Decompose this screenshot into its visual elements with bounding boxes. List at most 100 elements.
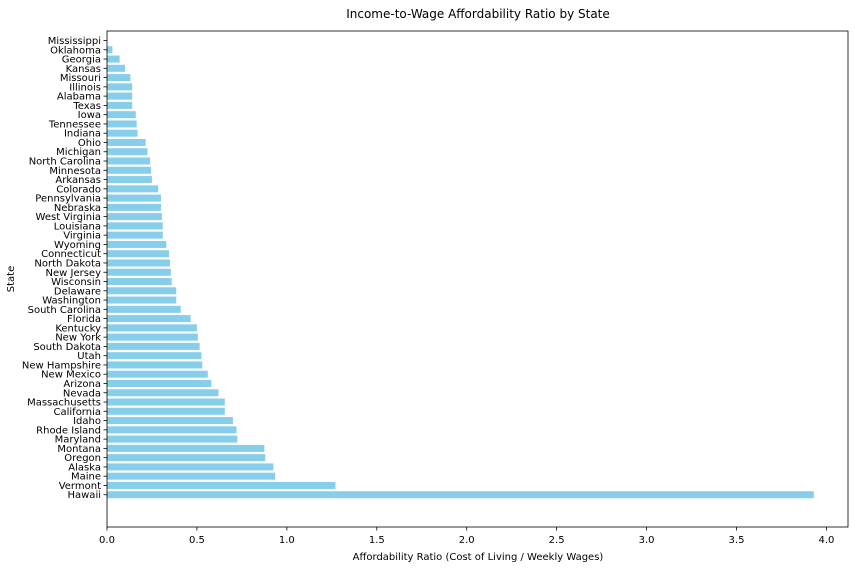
category-label: New Mexico: [41, 370, 101, 381]
bar-maryland: [107, 435, 238, 443]
bar-oklahoma: [107, 46, 113, 54]
bar-wyoming: [107, 240, 167, 248]
bar-south-dakota: [107, 342, 200, 350]
bar-kentucky: [107, 324, 197, 332]
bar-arizona: [107, 379, 212, 387]
bar-west-virginia: [107, 213, 162, 221]
category-label: Wyoming: [54, 240, 101, 251]
bar-texas: [107, 101, 133, 109]
x-tick-group: 0.0 0.5 1.0 1.5 2.0 2.5 3.0 3.5 4.0: [99, 527, 834, 546]
bar-missouri: [107, 74, 131, 82]
category-label: Washington: [42, 296, 101, 307]
category-label: New Hampshire: [22, 360, 101, 371]
plot-frame: [106, 30, 849, 528]
category-label: Missouri: [60, 73, 101, 84]
bar-california: [107, 407, 225, 415]
bar-new-hampshire: [107, 361, 203, 369]
bar-georgia: [107, 55, 120, 63]
category-label: Nebraska: [54, 203, 101, 214]
category-label: New Jersey: [46, 268, 102, 279]
category-label: Indiana: [64, 129, 101, 140]
bar-montana: [107, 444, 265, 452]
bar-indiana: [107, 129, 138, 137]
category-label: Massachusetts: [27, 398, 101, 409]
bar-group: [107, 46, 814, 499]
bar-north-carolina: [107, 157, 151, 165]
category-label: Maryland: [55, 435, 101, 446]
category-label: North Carolina: [29, 157, 101, 168]
category-label: Texas: [72, 101, 101, 112]
bar-pennsylvania: [107, 194, 161, 202]
category-label: Mississippi: [48, 36, 101, 47]
bar-tennessee: [107, 120, 137, 128]
x-tick-label: 4.0: [818, 535, 834, 546]
category-label: Vermont: [59, 481, 101, 492]
bar-vermont: [107, 481, 336, 489]
category-label: California: [54, 407, 102, 418]
bar-connecticut: [107, 250, 170, 258]
category-label: North Dakota: [34, 258, 101, 269]
category-label: Pennsylvania: [35, 194, 101, 205]
bar-new-jersey: [107, 268, 171, 276]
category-label: Oregon: [64, 453, 101, 464]
category-label: Kansas: [66, 64, 101, 75]
bar-arkansas: [107, 176, 152, 184]
category-label: Louisiana: [54, 221, 101, 232]
category-label: Connecticut: [41, 249, 101, 260]
category-label: Florida: [67, 314, 101, 325]
bar-ohio: [107, 138, 146, 146]
category-label: Colorado: [56, 184, 101, 195]
bar-louisiana: [107, 222, 163, 230]
bar-nebraska: [107, 203, 161, 211]
category-label-group: MississippiOklahomaGeorgiaKansasMissouri…: [22, 36, 107, 501]
bar-new-mexico: [107, 370, 208, 378]
category-label: Georgia: [62, 55, 101, 66]
x-tick-label: 1.0: [279, 535, 295, 546]
bar-alabama: [107, 92, 133, 100]
x-tick-label: 2.0: [459, 535, 475, 546]
category-label: Oklahoma: [50, 45, 101, 56]
category-label: Wisconsin: [51, 277, 101, 288]
category-label: Delaware: [54, 286, 101, 297]
category-label: Hawaii: [67, 490, 101, 501]
category-label: Tennessee: [48, 119, 101, 130]
category-label: Alabama: [57, 92, 101, 103]
x-tick-label: 0.5: [189, 535, 205, 546]
bar-iowa: [107, 111, 136, 119]
category-label: Nevada: [63, 388, 101, 399]
category-label: Maine: [71, 472, 101, 483]
category-label: Kentucky: [55, 323, 101, 334]
bar-north-dakota: [107, 259, 170, 267]
category-label: West Virginia: [36, 212, 101, 223]
bar-utah: [107, 352, 202, 360]
bar-massachusetts: [107, 398, 225, 406]
bar-oregon: [107, 454, 266, 462]
bar-minnesota: [107, 166, 152, 174]
bar-florida: [107, 315, 191, 323]
bar-hawaii: [107, 491, 814, 499]
category-label: Virginia: [63, 231, 101, 242]
category-label: Ohio: [78, 138, 101, 149]
category-label: South Dakota: [33, 342, 101, 353]
bar-colorado: [107, 185, 159, 193]
bar-new-york: [107, 333, 198, 341]
x-tick-label: 1.5: [369, 535, 385, 546]
chart-title: Income-to-Wage Affordability Ratio by St…: [346, 7, 610, 21]
bar-virginia: [107, 231, 163, 239]
category-label: Arkansas: [55, 175, 101, 186]
bar-delaware: [107, 287, 177, 295]
x-tick-label: 3.5: [729, 535, 745, 546]
x-tick-label: 2.5: [549, 535, 565, 546]
category-label: Rhode Island: [36, 425, 101, 436]
bar-rhode-island: [107, 426, 237, 434]
bar-maine: [107, 472, 276, 480]
bar-illinois: [107, 83, 133, 91]
bar-wisconsin: [107, 278, 172, 286]
bar-kansas: [107, 64, 125, 72]
x-axis-label: Affordability Ratio (Cost of Living / We…: [353, 552, 604, 563]
category-label: Iowa: [78, 110, 101, 121]
category-label: Illinois: [69, 82, 101, 93]
x-tick-label: 3.0: [639, 535, 655, 546]
bar-alaska: [107, 463, 274, 471]
